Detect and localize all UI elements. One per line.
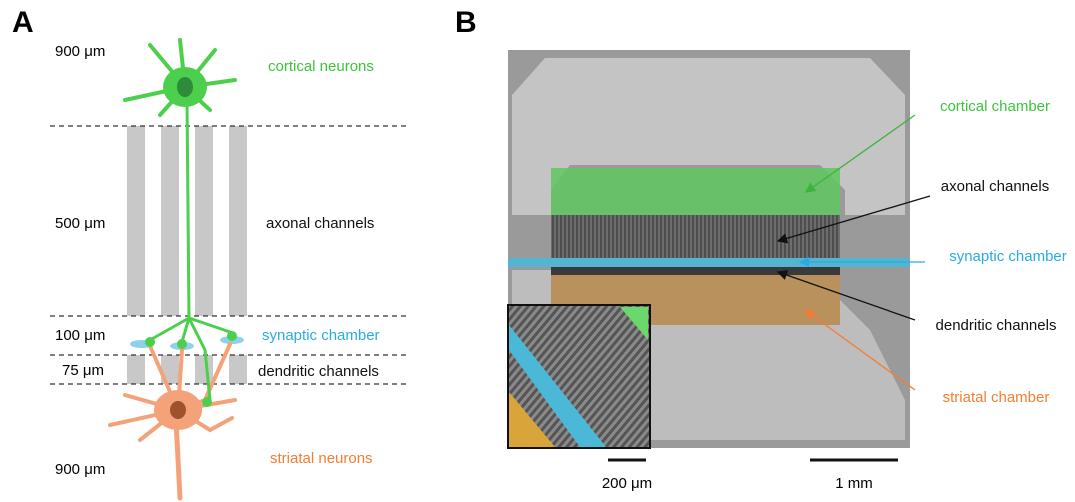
terminal (227, 331, 237, 341)
size-label: 100 μm (55, 327, 105, 344)
annotation: dendritic channels (936, 317, 1057, 334)
size-label: 900 μm (55, 461, 105, 478)
size-label: 900 μm (55, 43, 105, 60)
scale-label: 1 mm (835, 475, 873, 492)
panel-label: B (455, 6, 477, 39)
channel-bar (127, 126, 145, 316)
terminal (145, 337, 155, 347)
layer-label: striatal neurons (270, 450, 373, 467)
channel-bar (229, 126, 247, 316)
scale-bars: 200 μm 1 mm (602, 460, 898, 492)
channel-bar (195, 126, 213, 316)
dendritic-channels (551, 267, 840, 275)
inset (508, 305, 650, 448)
layer-label: synaptic chamber (262, 327, 380, 344)
scale-label: 200 μm (602, 475, 652, 492)
channel-bar (195, 355, 213, 384)
layer-sizes: 900 μm 500 μm 100 μm 75 μm 900 μm (55, 43, 105, 478)
figure: A 900 μm 500 μm 100 (0, 0, 1075, 502)
cortical-chamber (551, 168, 840, 215)
annotations: cortical chamber axonal channels synapti… (936, 98, 1067, 406)
axon (176, 420, 180, 498)
layer-label: axonal channels (266, 215, 374, 232)
micrograph (508, 50, 910, 448)
channel-bar (161, 126, 179, 316)
annotation: synaptic chamber (949, 248, 1067, 265)
annotation: axonal channels (941, 178, 1049, 195)
terminal (202, 397, 212, 407)
layer-names: cortical neurons axonal channels synapti… (258, 58, 380, 467)
size-label: 500 μm (55, 215, 105, 232)
nucleus (177, 77, 193, 97)
axonal-channels (551, 215, 840, 258)
channel-bar (229, 355, 247, 384)
nucleus (170, 401, 186, 419)
terminal (177, 339, 187, 349)
layer-label: cortical neurons (268, 58, 374, 75)
layer-label: dendritic channels (258, 363, 379, 380)
annotation: cortical chamber (940, 98, 1050, 115)
panel-label: A (12, 6, 34, 39)
channel-bar (127, 355, 145, 384)
annotation: striatal chamber (943, 389, 1050, 406)
size-label: 75 μm (62, 362, 104, 379)
